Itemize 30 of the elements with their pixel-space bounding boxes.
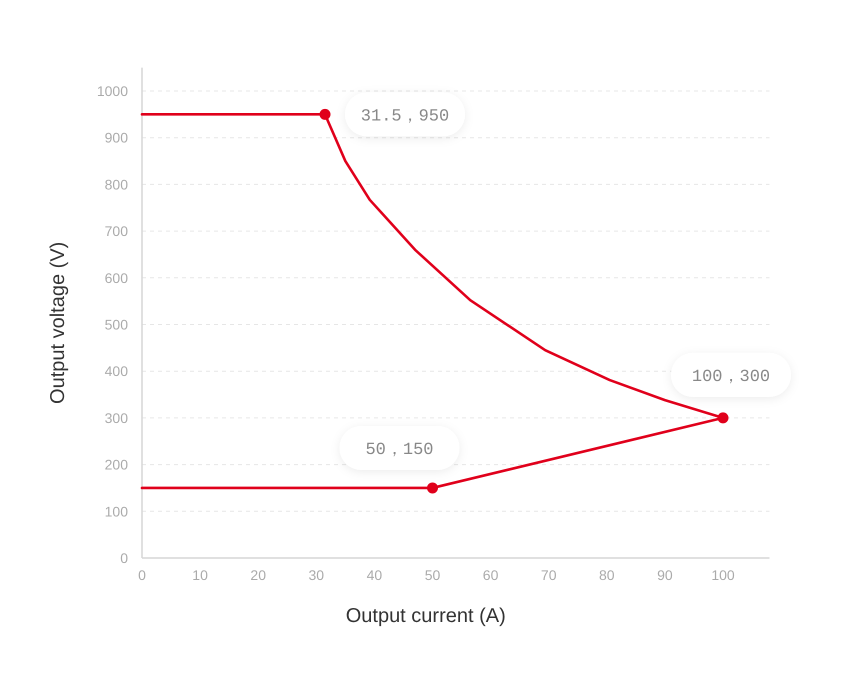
- x-tick-label: 50: [424, 567, 440, 583]
- y-tick-label: 100: [104, 503, 128, 520]
- x-tick-label: 40: [366, 567, 382, 583]
- point: [320, 108, 331, 120]
- x-tick-label: 80: [599, 567, 615, 583]
- x-tick-label: 70: [540, 567, 557, 583]
- y-tick-label: 800: [104, 176, 128, 192]
- y-tick-label: 500: [104, 316, 128, 332]
- x-axis-title: Output current (A): [346, 605, 506, 627]
- y-tick-label: 200: [104, 456, 128, 473]
- x-tick-label: 0: [138, 567, 146, 583]
- y-tick-label: 300: [104, 410, 128, 426]
- x-tick-label: 90: [657, 567, 673, 583]
- y-tick-label: 400: [104, 363, 128, 380]
- y-tick-label: 700: [104, 223, 128, 240]
- annotation: 100，300: [692, 368, 770, 387]
- x-tick-label: 20: [250, 567, 266, 583]
- x-tick-label: 10: [192, 567, 208, 583]
- y-tick-label: 1000: [96, 83, 128, 99]
- y-tick-label: 600: [104, 270, 128, 286]
- annotation: 50，150: [365, 440, 434, 460]
- point: [427, 482, 438, 494]
- y-tick-label: 900: [104, 130, 128, 146]
- annotation: 31.5，950: [360, 107, 450, 126]
- y-tick-label: 0: [120, 550, 128, 566]
- x-tick-label: 100: [711, 567, 735, 583]
- x-tick-label: 30: [308, 567, 324, 583]
- x-tick-label: 60: [482, 567, 499, 583]
- y-axis-title: Output voltage (V): [47, 242, 69, 404]
- point: [718, 412, 728, 424]
